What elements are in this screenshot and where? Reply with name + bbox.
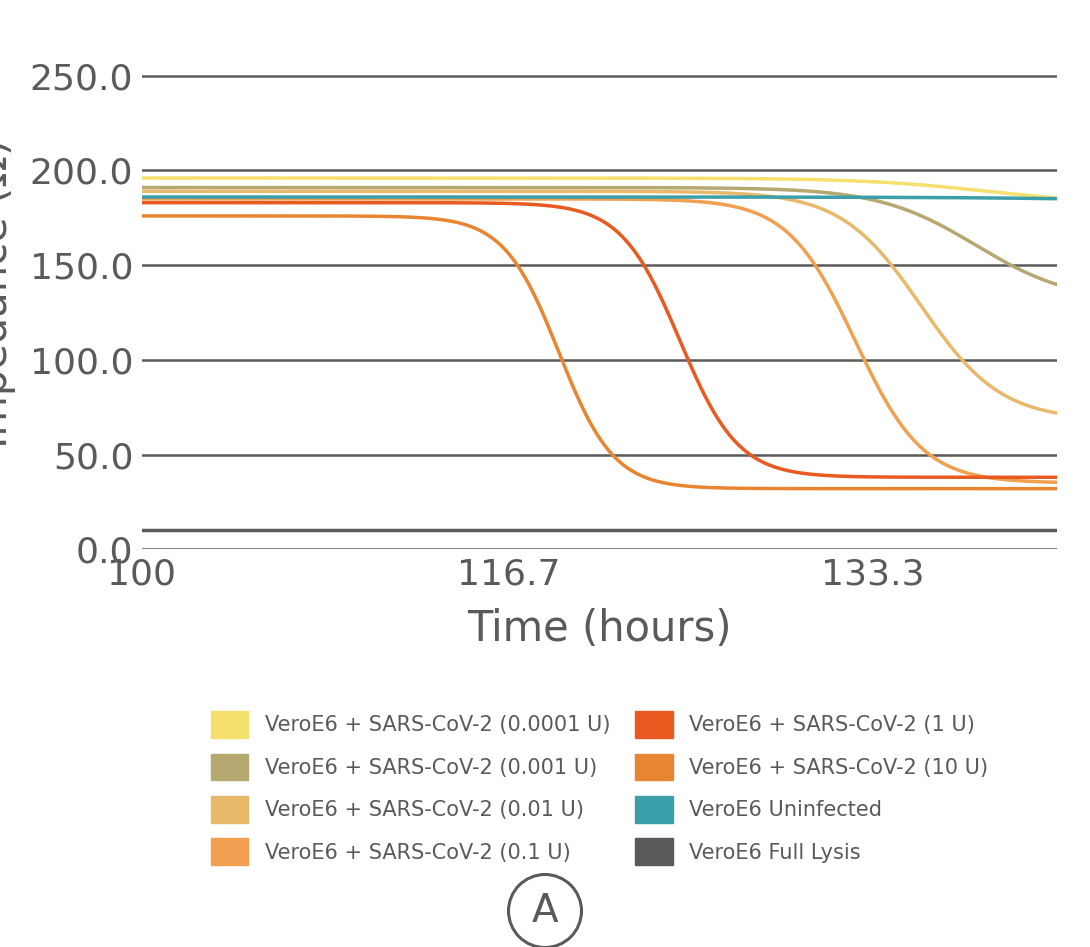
- Y-axis label: Impedance (Ω): Impedance (Ω): [0, 139, 16, 448]
- Text: A: A: [532, 892, 558, 930]
- X-axis label: Time (hours): Time (hours): [468, 608, 731, 651]
- Legend: VeroE6 + SARS-CoV-2 (0.0001 U), VeroE6 + SARS-CoV-2 (0.001 U), VeroE6 + SARS-CoV: VeroE6 + SARS-CoV-2 (0.0001 U), VeroE6 +…: [202, 703, 997, 873]
